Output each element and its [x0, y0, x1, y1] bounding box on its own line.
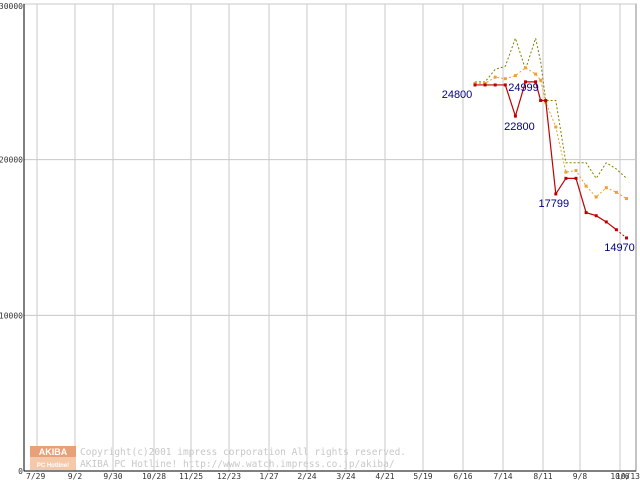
series-min-point	[604, 220, 608, 224]
x-tick-label: 10/6	[610, 472, 629, 480]
data-label: 14970	[604, 242, 635, 254]
series-avg-point	[483, 81, 487, 85]
series-min-point	[483, 83, 487, 87]
watermark-logo-top: AKIBA	[39, 447, 68, 457]
y-tick-label: 30000	[0, 2, 23, 11]
x-tick-labels: 7/29 9/2 9/30 10/28 11/25 12/23 1/27 2/24 3/24 4/…	[26, 472, 640, 480]
x-tick-label: 9/2	[68, 472, 83, 480]
series-min-point	[473, 83, 477, 87]
series-min-line	[475, 81, 617, 231]
series-min-point	[584, 211, 588, 215]
series-min-point	[503, 83, 507, 87]
series-min-point	[539, 99, 543, 103]
x-tick-label: 7/14	[493, 472, 512, 480]
series-max-line	[475, 36, 627, 180]
series-min-point	[594, 214, 598, 218]
watermark-logo-bottom: PC Hotline!	[37, 463, 69, 469]
series-avg-point	[503, 77, 507, 81]
x-tick-label: 6/16	[453, 472, 472, 480]
y-gridlines	[24, 3, 636, 316]
series-max	[475, 36, 627, 180]
series-min-point	[534, 80, 538, 84]
series-min-point	[614, 228, 618, 232]
series-min-point	[544, 99, 548, 103]
x-tick-label: 10/28	[142, 472, 166, 480]
data-label: 22800	[504, 121, 535, 133]
series-min-point	[625, 236, 628, 240]
x-tick-label: 4/21	[375, 472, 394, 480]
series-avg-point	[625, 197, 628, 201]
x-tick-label: 9/8	[573, 472, 588, 480]
data-label: 24999	[508, 82, 539, 94]
y-tick-label: 20000	[0, 156, 23, 165]
data-label: 24800	[442, 89, 473, 101]
y-tick-labels: 0 10000 20000 30000	[0, 2, 23, 476]
x-tick-label: 12/23	[217, 472, 241, 480]
series-avg-point	[584, 184, 588, 188]
x-tick-label: 8/11	[533, 472, 552, 480]
series-avg-point	[564, 170, 568, 174]
series-min-point	[513, 114, 517, 118]
watermark-site: AKIBA PC Hotline! http://www.watch.impre…	[80, 459, 395, 470]
series-avg-point	[513, 74, 517, 78]
series-min-point	[524, 80, 527, 84]
watermark-copyright: Copyright(c)2001 impress corporation All…	[80, 447, 406, 458]
x-tick-label: 7/29	[26, 472, 45, 480]
x-tick-label: 11/25	[179, 472, 203, 480]
x-tick-label: 10/13	[616, 472, 640, 480]
y-tick-label: 0	[18, 467, 23, 476]
data-labels: 24800 24999 22800 17799 14970	[442, 82, 635, 254]
x-tick-label: 9/30	[103, 472, 122, 480]
series-avg-point	[604, 186, 608, 190]
series-avg-point	[473, 81, 477, 85]
series-min-point	[564, 176, 568, 180]
x-tick-label: 1/27	[259, 472, 278, 480]
series-avg-point	[539, 78, 543, 82]
series-min-point	[554, 192, 558, 196]
series-min	[473, 80, 628, 240]
series-avg-point	[554, 125, 558, 129]
series-avg-point	[594, 195, 598, 199]
data-label: 17799	[539, 198, 570, 210]
series-lines	[473, 36, 628, 240]
series-avg-point	[574, 169, 578, 173]
x-tick-label: 5/19	[413, 472, 432, 480]
series-avg-point	[493, 75, 497, 79]
x-tick-label: 2/24	[297, 472, 316, 480]
watermark: AKIBA PC Hotline! Copyright(c)2001 impre…	[30, 446, 406, 470]
series-min-point	[574, 176, 578, 180]
series-avg-point	[524, 66, 527, 70]
series-avg-point	[614, 190, 618, 194]
y-tick-label: 10000	[0, 311, 23, 320]
series-avg-point	[534, 72, 538, 76]
x-gridlines	[36, 4, 621, 471]
series-min-point	[493, 83, 497, 87]
x-tick-label: 3/24	[336, 472, 355, 480]
